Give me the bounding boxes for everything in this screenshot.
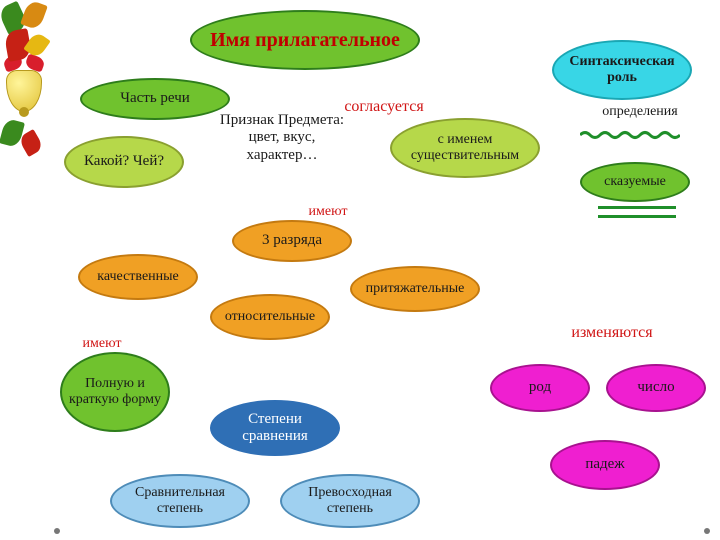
node-label: Часть речи	[114, 90, 196, 107]
node-predicates: сказуемые	[580, 162, 690, 202]
node-label: Степени сравнения	[212, 411, 338, 446]
corner-dot-right	[704, 528, 710, 534]
double-underline-icon	[598, 206, 676, 218]
node-label: 3 разряда	[256, 232, 328, 249]
node-number: число	[606, 364, 706, 412]
label-definitions: определения	[570, 104, 710, 120]
bell-decoration	[6, 70, 42, 112]
node-label: Сравнительная степень	[112, 485, 248, 517]
node-label: Синтаксическая роль	[554, 54, 690, 86]
title-text: Имя прилагательное	[210, 29, 400, 52]
node-three-types: 3 разряда	[232, 220, 352, 262]
node-superlative: Превосходная степень	[280, 474, 420, 528]
node-label: Полную и краткую форму	[62, 376, 168, 408]
node-degrees: Степени сравнения	[210, 400, 340, 456]
title-node: Имя прилагательное	[190, 10, 420, 70]
node-label: род	[523, 379, 557, 396]
node-label: относительные	[219, 309, 321, 325]
node-possessive: притяжательные	[350, 266, 480, 312]
node-agrees-noun: с именем существительным	[390, 118, 540, 178]
node-label: падеж	[579, 456, 630, 473]
diagram-stage: Имя прилагательное Часть речи Какой? Чей?…	[0, 0, 720, 540]
node-label: притяжательные	[360, 281, 471, 297]
node-label: Превосходная степень	[282, 485, 418, 517]
leaf-icon	[20, 0, 48, 31]
label-have1: имеют	[288, 204, 368, 220]
node-relative: относительные	[210, 294, 330, 340]
sidebar-decoration	[0, 0, 50, 540]
node-part-of-speech: Часть речи	[80, 78, 230, 120]
node-label: с именем существительным	[392, 132, 538, 164]
node-label: число	[631, 379, 680, 396]
node-label: Какой? Чей?	[78, 153, 170, 170]
node-qualitative: качественные	[78, 254, 198, 300]
wavy-underline-icon	[580, 128, 680, 142]
corner-dot-left	[54, 528, 60, 534]
node-full-short: Полную и краткую форму	[60, 352, 170, 432]
node-comparative: Сравнительная степень	[110, 474, 250, 528]
node-case: падеж	[550, 440, 660, 490]
label-feature: Признак Предмета: цвет, вкус, характер…	[212, 112, 352, 164]
node-syntax-role: Синтаксическая роль	[552, 40, 692, 100]
node-label: качественные	[91, 269, 185, 285]
node-questions: Какой? Чей?	[64, 136, 184, 188]
label-change: изменяются	[542, 324, 682, 342]
node-gender: род	[490, 364, 590, 412]
label-have2: имеют	[62, 336, 142, 352]
node-label: сказуемые	[598, 174, 672, 190]
